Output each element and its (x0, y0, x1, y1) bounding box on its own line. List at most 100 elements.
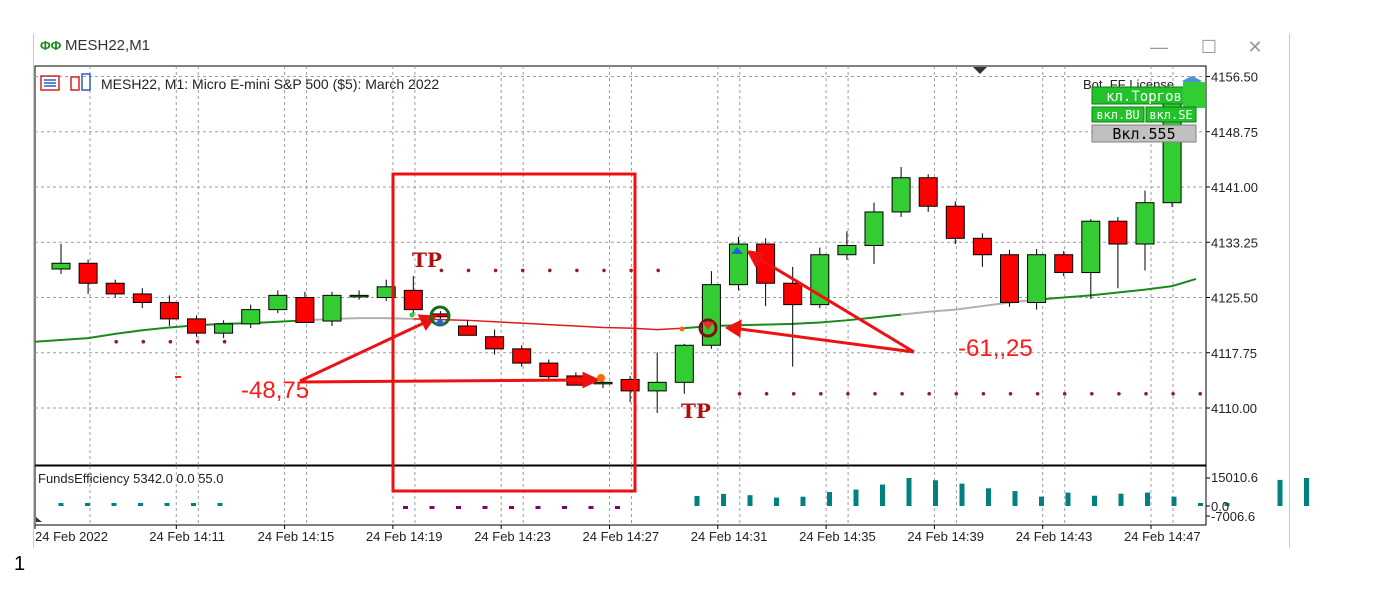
candle (837, 231, 857, 260)
tp-level-dot (927, 391, 931, 396)
candle (268, 290, 288, 314)
candle-body-bear (783, 282, 803, 306)
histogram-bar (827, 492, 832, 506)
tp-level-dot (819, 391, 823, 396)
histogram-bar (191, 503, 196, 506)
histogram-bar (774, 497, 779, 506)
loss-label-right: -61,,25 (958, 335, 1033, 362)
maximize-button[interactable]: ☐ (1194, 35, 1224, 59)
histogram-bar (721, 493, 726, 506)
window-title: MESH22,M1 (65, 37, 151, 54)
histogram-bar (615, 506, 620, 509)
candle (864, 202, 884, 264)
candle-body-bear (972, 237, 992, 256)
candle-body-bear (78, 262, 98, 284)
arrow-to-short-entry (739, 327, 915, 354)
button-buy[interactable]: вкл.BU (1091, 106, 1145, 123)
histogram-bar (562, 506, 567, 509)
button-555[interactable]: Вкл.555 (1091, 124, 1197, 143)
x-tick-label: 24 Feb 14:23 (474, 529, 551, 544)
trade-panel-icon[interactable] (40, 75, 60, 91)
tp-level-dot (737, 391, 742, 396)
candle (674, 343, 694, 394)
depth-of-market-icon[interactable] (70, 76, 80, 91)
tp-level-dot (493, 268, 498, 273)
histogram-bar (482, 506, 488, 509)
candle-body-bull (268, 294, 288, 311)
x-tick-label: 24 Feb 14:19 (366, 529, 443, 544)
candle-body-bear (1108, 220, 1128, 245)
y-tick-label: 4125.50 (1211, 291, 1258, 306)
candle (1054, 251, 1074, 277)
candle-body-bull (214, 323, 234, 334)
ma-line-green (1036, 278, 1197, 301)
x-tick-label: 24 Feb 14:15 (258, 529, 335, 544)
buy-entry-marker (429, 305, 451, 327)
x-tick-label: 24 Feb 14:31 (691, 529, 768, 544)
tp-level-dot (548, 268, 552, 273)
button-trade[interactable]: кл.Торгов (1091, 86, 1197, 105)
close-button[interactable]: ✕ (1240, 35, 1270, 59)
candle (1027, 249, 1047, 310)
sell-entry-marker (698, 318, 718, 338)
candle-body-bull (376, 286, 396, 299)
histogram-bar (800, 496, 806, 506)
chart-shift-marker[interactable] (973, 67, 987, 74)
histogram-bar (1304, 478, 1309, 506)
histogram (58, 478, 1309, 509)
candle-body-bull (51, 262, 71, 270)
candle (756, 238, 776, 307)
arrow-to-entry (299, 320, 427, 383)
histogram-bar (853, 489, 859, 506)
tp-level-dot (1171, 391, 1175, 396)
tp-level-dot (791, 391, 796, 396)
price-panel-frame (34, 65, 1207, 466)
arrow-to-short-exit (757, 256, 915, 354)
y-tick-label: 4156.50 (1211, 70, 1258, 85)
histogram-bar (58, 503, 64, 506)
candle-body-bull (837, 244, 857, 256)
candles (51, 87, 1182, 413)
candle (512, 345, 532, 367)
tp-level-dot (764, 391, 769, 396)
candle (647, 352, 667, 413)
tp-label-lower: TP (681, 399, 711, 423)
loss-label-left: -48,75 (241, 377, 309, 404)
arrowhead (724, 319, 742, 338)
tp-level-dot (846, 391, 850, 396)
histogram-bar (456, 506, 461, 509)
minimize-icon: — (1150, 37, 1168, 57)
histogram-bar (1039, 496, 1044, 506)
tp-level-dot (1144, 391, 1148, 396)
candle (132, 288, 152, 309)
tp-level-dot (1062, 391, 1067, 396)
candle (187, 315, 206, 337)
chart-window: ΦΦ MESH22,M1 — ☐ ✕ (33, 34, 1290, 548)
button-sell[interactable]: вкл.SE (1145, 106, 1197, 123)
window-titlebar[interactable]: ΦΦ MESH22,M1 — ☐ ✕ (34, 34, 1289, 62)
candle (403, 276, 423, 317)
candle (891, 167, 911, 217)
y-tick-label: 4117.75 (1211, 346, 1257, 361)
tp-level-dot (981, 391, 986, 396)
candle (295, 291, 315, 323)
candle (1162, 87, 1182, 207)
candle (105, 279, 125, 298)
candle-body-bear (105, 282, 125, 295)
histogram-bar (588, 506, 594, 509)
arrowhead (582, 371, 601, 389)
tp-label-upper: TP (412, 248, 442, 272)
indicator-axis-zero: 0.0 (1211, 499, 1229, 514)
minimize-button[interactable]: — (1144, 35, 1174, 59)
histogram-bar (933, 480, 938, 506)
candle-body-bear (458, 325, 477, 336)
candle-body-bear (620, 378, 640, 392)
tp-level-dot (1035, 391, 1040, 396)
candle (322, 291, 342, 327)
tp-level-dot (1008, 391, 1013, 396)
tp-level-dot (873, 391, 877, 396)
histogram-bar (111, 503, 117, 506)
candle (241, 304, 261, 329)
x-tick-label: 24 Feb 14:47 (1124, 529, 1201, 544)
